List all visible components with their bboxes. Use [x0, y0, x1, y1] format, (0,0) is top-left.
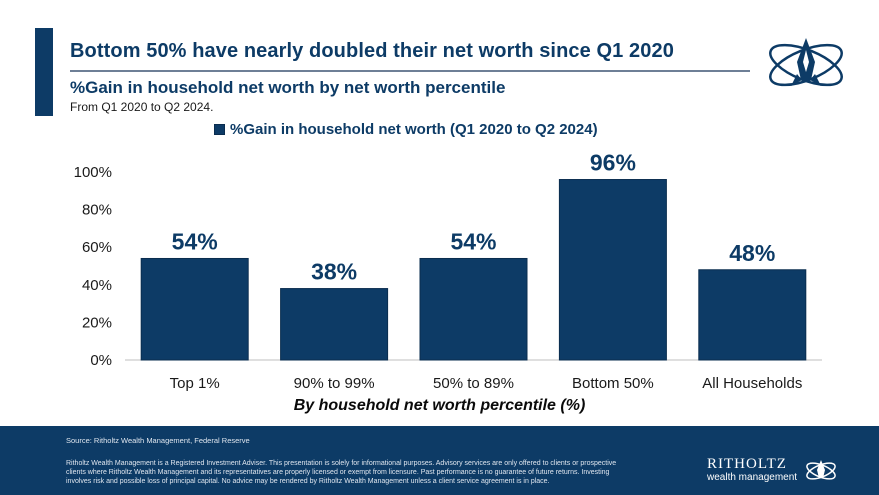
source-note: Source: Ritholtz Wealth Management, Fede…	[66, 436, 250, 445]
date-range-note: From Q1 2020 to Q2 2024.	[70, 100, 214, 114]
data-label: 54%	[172, 228, 218, 254]
title-accent-bar	[35, 28, 53, 116]
bar	[140, 257, 249, 361]
x-tick-label: 50% to 89%	[433, 375, 514, 392]
chart-legend: %Gain in household net worth (Q1 2020 to…	[214, 121, 598, 138]
y-tick-label: 60%	[82, 239, 112, 256]
data-label: 54%	[450, 228, 496, 254]
x-tick-label: Bottom 50%	[572, 375, 654, 392]
chart-subtitle: %Gain in household net worth by net wort…	[70, 78, 506, 97]
ritholtz-logo-icon	[769, 38, 843, 87]
data-label: 48%	[729, 240, 775, 266]
legend-swatch	[214, 124, 225, 135]
bar-chart: 0% 20% 40% 60% 80% 100% 54% Top 1% 38% 90% to 99%…	[74, 150, 822, 392]
bar	[419, 257, 528, 361]
data-label: 38%	[311, 259, 357, 285]
y-tick-label: 40%	[82, 277, 112, 294]
y-tick-label: 20%	[82, 314, 112, 331]
bar	[698, 269, 807, 361]
x-axis-title: By household net worth percentile (%)	[293, 397, 586, 414]
bar	[558, 179, 667, 361]
headline-divider	[70, 70, 750, 72]
footer-brand: RITHOLTZ wealth management	[707, 456, 797, 483]
footer-emblem-icon	[806, 460, 836, 480]
y-tick-label: 100%	[74, 164, 112, 181]
x-tick-label: Top 1%	[170, 375, 220, 392]
x-tick-label: All Households	[702, 375, 802, 392]
y-tick-label: 0%	[90, 352, 112, 369]
disclaimer-text: Ritholtz Wealth Management is a Register…	[66, 460, 617, 485]
chart-headline: Bottom 50% have nearly doubled their net…	[70, 40, 674, 62]
brand-subtitle: wealth management	[707, 472, 798, 483]
data-label: 96%	[590, 150, 636, 176]
x-tick-label: 90% to 99%	[294, 375, 375, 392]
footer-band: Source: Ritholtz Wealth Management, Fede…	[0, 426, 879, 495]
bar	[280, 288, 389, 361]
brand-name: RITHOLTZ	[707, 456, 787, 472]
y-tick-label: 80%	[82, 202, 112, 219]
legend-label: %Gain in household net worth (Q1 2020 to…	[230, 121, 598, 138]
